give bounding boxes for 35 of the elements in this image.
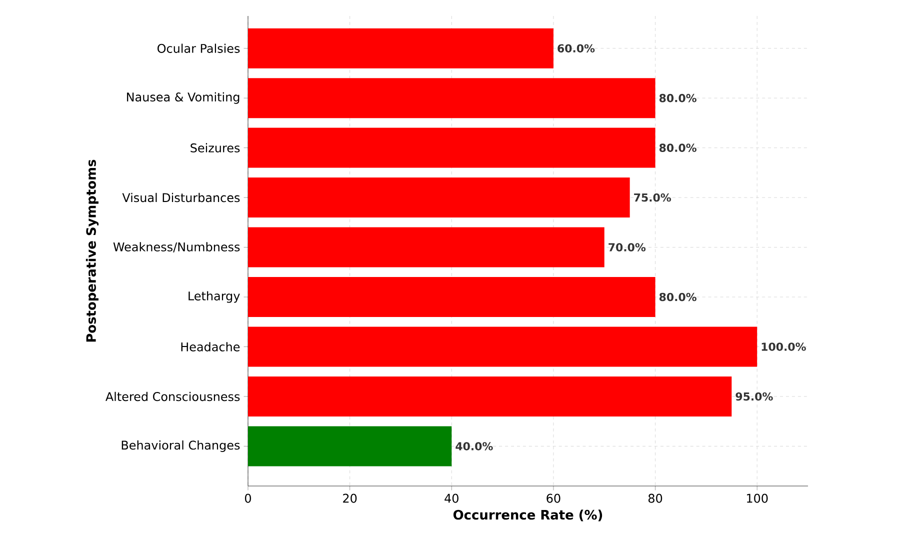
data-label: 70.0% [608,243,646,252]
data-label: 60.0% [558,44,595,52]
data-label: 40.0% [456,442,493,450]
y-tick-label: Seizures [190,143,240,152]
bar [248,277,656,318]
y-tick-label: Altered Consciousness [106,392,240,402]
data-label: 80.0% [659,94,696,102]
y-tick-label: Lethargy [188,291,240,303]
bar [248,178,630,218]
y-tick-label: Weakness/Numbness [113,242,240,252]
data-label: 75.0% [634,193,672,202]
bar [248,28,554,68]
x-tick-label: 40 [444,494,458,503]
y-tick-label: Ocular Palsies [158,44,240,53]
y-tick-label: Nausea & Vomiting [127,92,240,104]
bar [248,227,604,268]
y-axis-title: Postoperative Symptoms [86,160,99,342]
bar [248,128,656,168]
y-tick-label: Behavioral Changes [122,440,240,452]
data-label: 80.0% [659,292,696,302]
x-tick-label: 100 [747,494,768,503]
bar [248,326,758,367]
x-tick-label: 0 [244,494,252,503]
y-tick-label: Headache [181,342,240,352]
x-tick-label: 20 [343,494,357,503]
x-axis-title: Occurrence Rate (%) [453,510,602,522]
data-label: 100.0% [762,342,806,351]
data-label: 95.0% [736,392,773,401]
bar [248,426,452,466]
x-tick-label: 60 [546,494,560,503]
y-tick-label: Visual Disturbances [122,192,240,202]
x-tick-label: 80 [648,494,662,503]
bar [248,78,656,118]
bar [248,376,732,416]
data-label: 80.0% [659,144,696,152]
